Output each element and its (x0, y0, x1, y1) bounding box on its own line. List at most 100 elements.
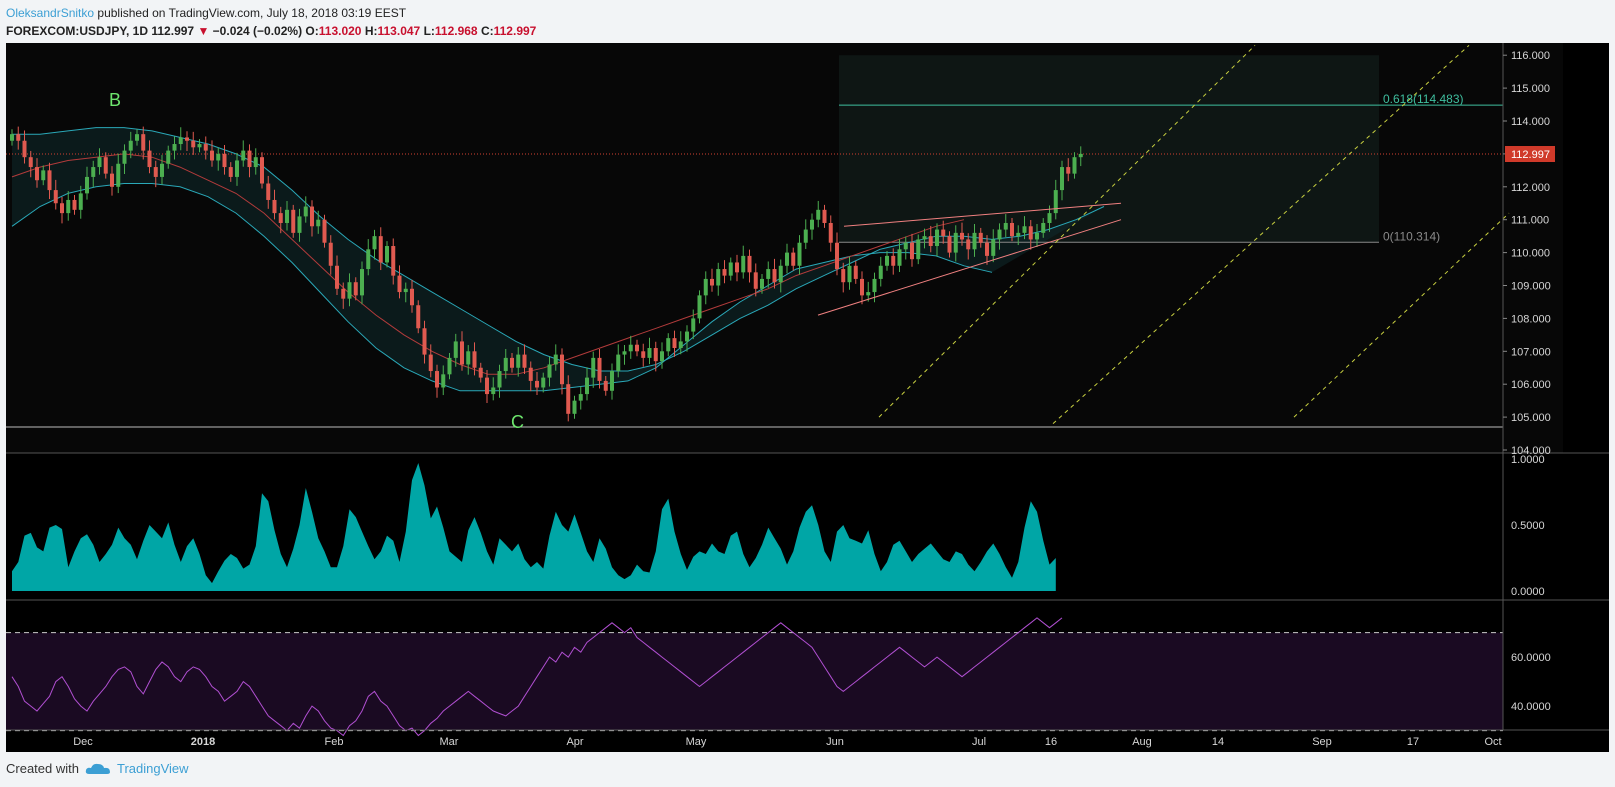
candle (366, 239, 371, 276)
author-link[interactable]: OleksandrSnitko (6, 6, 95, 20)
candle (660, 342, 664, 369)
candle (1066, 158, 1071, 182)
candle (666, 333, 671, 357)
rsi-layer (6, 617, 1503, 737)
candle (97, 148, 102, 175)
candle (160, 154, 164, 185)
candle (385, 241, 389, 268)
candle (697, 290, 702, 324)
footer: Created with TradingView (6, 761, 189, 776)
open-value: 113.020 (318, 24, 362, 38)
candle (991, 229, 996, 263)
candle (760, 273, 764, 294)
candle (1010, 218, 1014, 242)
candle (728, 257, 733, 281)
candle (672, 330, 677, 357)
time-tick-label: Sep (1312, 736, 1332, 748)
candle (72, 195, 77, 215)
candle (928, 225, 933, 253)
candle (266, 175, 271, 209)
candle (341, 282, 346, 309)
candle (41, 165, 46, 186)
time-tick-label: Jul (972, 736, 986, 748)
time-tick-label: Oct (1484, 736, 1501, 748)
candle (922, 228, 927, 249)
volatility-tick-label: 0.0000 (1511, 586, 1545, 598)
chart-canvas[interactable]: 116.000115.000114.000113.000112.000111.0… (6, 43, 1609, 752)
candle (997, 223, 1002, 250)
candle (553, 344, 558, 371)
candle (710, 268, 714, 292)
time-tick-label: Dec (73, 736, 93, 748)
candle (741, 245, 746, 279)
candle (466, 345, 471, 375)
candle (785, 243, 789, 274)
candle (322, 214, 327, 248)
candle (422, 320, 427, 364)
price-tick-label: 111.000 (1511, 215, 1549, 227)
candle (435, 364, 439, 398)
candle (916, 234, 921, 265)
candle (491, 377, 496, 401)
rsi-tick-label: 40.0000 (1511, 701, 1551, 713)
time-tick-label: 17 (1407, 736, 1419, 748)
candle (641, 343, 646, 367)
candle (616, 344, 621, 378)
candle (178, 127, 183, 151)
candle (597, 348, 602, 389)
candle (16, 126, 21, 150)
candle (691, 309, 696, 340)
candle (247, 144, 252, 178)
candle (703, 271, 708, 305)
time-tick-label: Apr (566, 736, 583, 748)
candle (66, 191, 71, 221)
candle (1078, 146, 1083, 167)
candle (153, 160, 158, 188)
candle (1060, 160, 1064, 201)
time-tick-label: Aug (1132, 736, 1152, 748)
candle (635, 339, 639, 357)
channel-line-2 (1052, 44, 1470, 425)
publish-info: published on TradingView.com, July 18, 2… (97, 6, 407, 20)
price-tick-label: 106.000 (1511, 379, 1551, 391)
candle (391, 238, 396, 285)
time-tick-label: 14 (1212, 736, 1224, 748)
volatility-tick-label: 0.5000 (1511, 520, 1545, 532)
candle (278, 206, 283, 234)
candle (310, 200, 314, 237)
candle (35, 158, 39, 188)
candle (585, 367, 589, 401)
wave-label-b: B (109, 90, 121, 110)
candle (197, 139, 202, 153)
annotation-layer: B C 0.618(114.483) 0(110.314) (109, 90, 1464, 432)
candle (622, 345, 627, 365)
candle (766, 261, 771, 288)
candle (985, 235, 989, 265)
candle (778, 259, 783, 293)
price-tick-label: 116.000 (1511, 50, 1550, 62)
rsi-band (6, 632, 1503, 731)
candle (135, 129, 139, 146)
candle (822, 204, 827, 228)
time-tick-label: Jun (826, 736, 844, 748)
symbol-label[interactable]: FOREXCOM:USDJPY, 1D (6, 24, 149, 38)
candle (941, 220, 946, 244)
candle (228, 162, 233, 182)
candle (222, 145, 227, 175)
candle (210, 140, 214, 167)
candle (397, 265, 402, 299)
candle (410, 279, 414, 313)
price-tick-label: 112.000 (1511, 182, 1550, 194)
tradingview-link[interactable]: TradingView (116, 761, 189, 776)
candle (653, 341, 658, 372)
candle (747, 249, 752, 283)
candle (303, 196, 308, 223)
candle (203, 136, 208, 160)
candle (272, 189, 277, 220)
candle (835, 232, 839, 276)
candle (53, 179, 58, 210)
candle (966, 233, 971, 260)
down-arrow-icon: ▼ (197, 24, 210, 38)
candle (510, 352, 514, 373)
candle (678, 331, 683, 355)
